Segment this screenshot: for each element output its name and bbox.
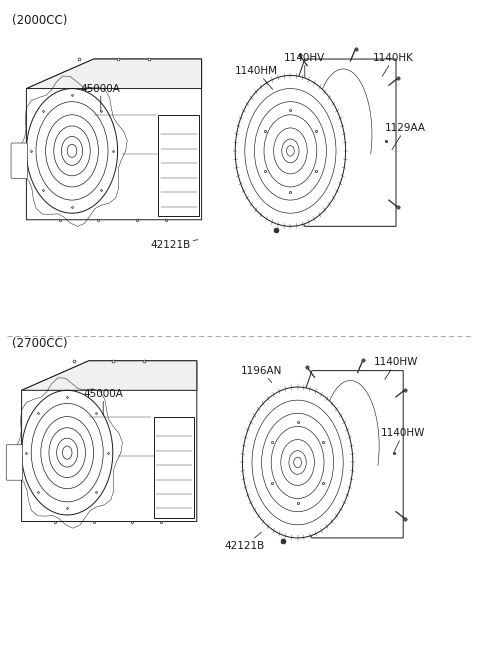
Polygon shape [26, 59, 202, 220]
FancyBboxPatch shape [158, 115, 199, 216]
Text: 42121B: 42121B [225, 532, 265, 551]
Polygon shape [22, 361, 197, 522]
Circle shape [242, 387, 353, 538]
Text: 1196AN: 1196AN [241, 365, 282, 382]
FancyBboxPatch shape [6, 445, 23, 480]
Text: 45000A: 45000A [83, 388, 123, 415]
Text: 45000A: 45000A [81, 83, 121, 112]
Polygon shape [288, 371, 403, 538]
FancyBboxPatch shape [154, 417, 194, 518]
Text: 1129AA: 1129AA [385, 123, 426, 150]
Polygon shape [22, 361, 197, 390]
Text: 1140HW: 1140HW [374, 357, 418, 379]
Text: (2000CC): (2000CC) [12, 14, 67, 28]
Text: 42121B: 42121B [150, 239, 198, 250]
Text: (2700CC): (2700CC) [12, 337, 68, 350]
Text: 1140HW: 1140HW [381, 428, 425, 451]
Text: 1140HM: 1140HM [235, 66, 278, 89]
FancyBboxPatch shape [11, 143, 27, 178]
Circle shape [235, 75, 346, 226]
Polygon shape [281, 59, 396, 226]
Text: 1140HK: 1140HK [373, 52, 414, 76]
Text: 1140HV: 1140HV [284, 52, 325, 77]
Polygon shape [26, 59, 202, 89]
